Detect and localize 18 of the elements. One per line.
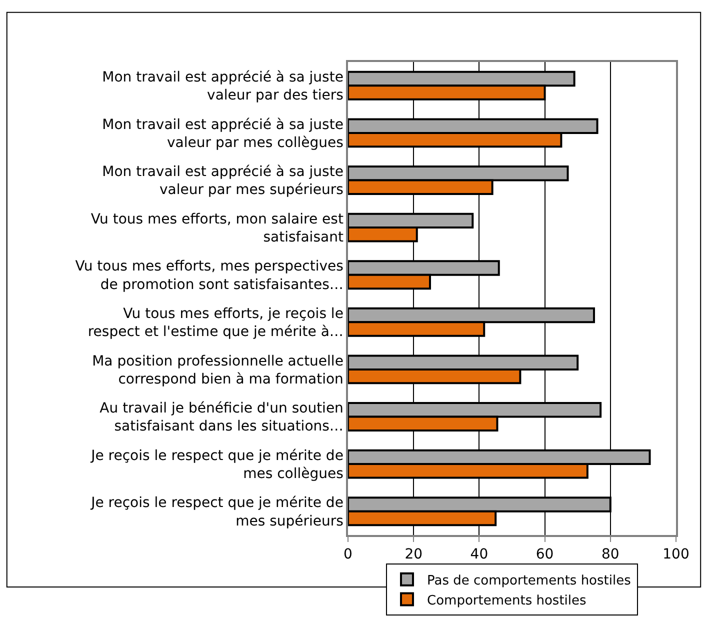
- y-tick-label: Au travail je bénéficie d'un soutien satisfaisant dans les situations…: [100, 400, 344, 435]
- y-tick-label: Vu tous mes efforts, mon salaire est satisfaisant: [90, 211, 344, 246]
- y-tick-label: Mon travail est apprécié à sa juste valeur par mes supérieurs: [102, 164, 344, 198]
- legend-label: Comportements hostiles: [427, 593, 587, 608]
- y-tick-label: Vu tous mes efforts, mes perspectives de promotion sont satisfaisantes…: [75, 258, 344, 293]
- x-tick-label: 20: [404, 546, 423, 563]
- legend-label: Pas de comportements hostiles: [427, 573, 632, 588]
- y-tick-label: Je reçois le respect que je mérite de mes supérieurs: [90, 495, 344, 530]
- x-tick-label: 60: [536, 546, 554, 563]
- y-tick-label: Je reçois le respect que je mérite de mes collègues: [90, 448, 344, 482]
- y-tick-label: Ma position professionnelle actuelle correspond bien à ma formation: [92, 353, 344, 388]
- y-tick-label: Mon travail est apprécié à sa juste valeur par des tiers: [102, 69, 344, 104]
- x-tick-label: 0: [344, 546, 352, 563]
- y-tick-label: Mon travail est apprécié à sa juste valeur par mes collègues: [102, 116, 344, 151]
- x-tick-label: 40: [470, 546, 488, 563]
- x-tick-label: 100: [662, 546, 690, 563]
- y-tick-label: Vu tous mes efforts, je reçois le respect et l'estime que je mérite à…: [88, 306, 344, 340]
- x-tick-label: 80: [601, 546, 620, 563]
